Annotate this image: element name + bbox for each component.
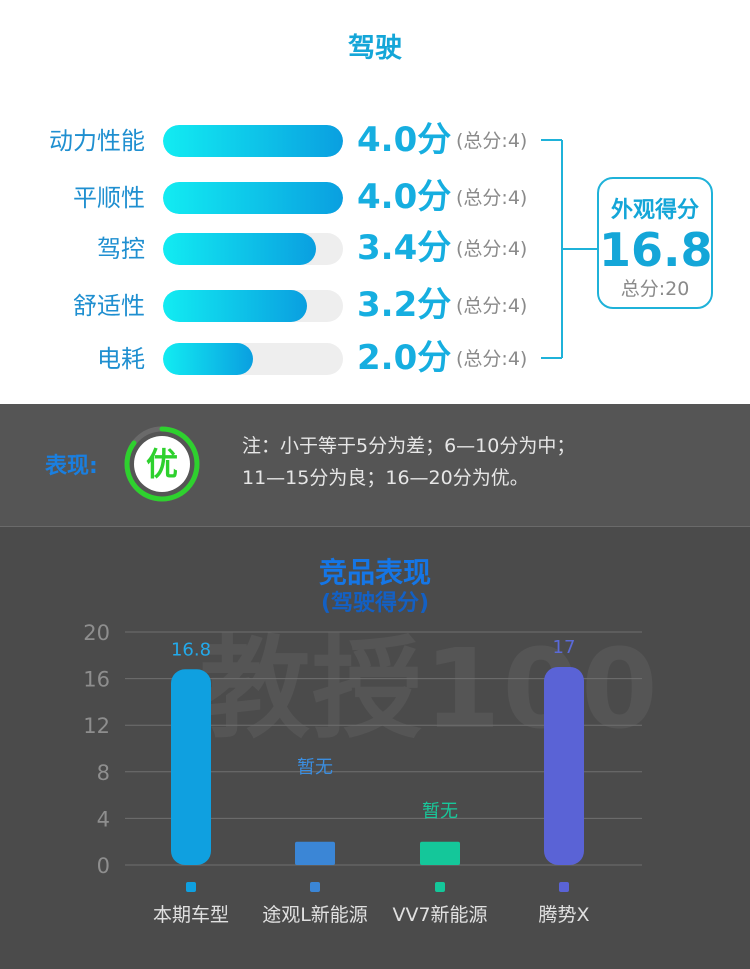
rating-score: 3.4分 [357,228,452,268]
rating-bar-fill [163,290,307,322]
rating-note: 注：小于等于5分为差；6—10分为中； 11—15分为良；16—20分为优。 [242,430,575,494]
rating-label: 平顺性 [73,184,145,212]
section-title: 驾驶 [348,33,402,64]
driving-score-panel: 驾驶 动力性能 4.0分 (总分:4) 平顺性 4.0分 (总分:4) 驾控 3.4分 (总分:… [0,0,750,404]
rating-label: 舒适性 [73,292,145,320]
rating-score: 4.0分 [357,177,452,217]
rating-note-line-1: 注：小于等于5分为差；6—10分为中； [242,435,576,457]
rating-row: 舒适性 3.2分 (总分:4) [0,285,560,325]
rating-row: 平顺性 4.0分 (总分:4) [0,177,560,217]
x-category-label: 途观L新能源 [262,904,368,926]
bar-data-label: 16.8 [171,639,211,660]
rating-bar-track [163,233,343,265]
rating-max: (总分:4) [456,130,528,152]
rating-max: (总分:4) [456,348,528,370]
total-score-label: 外观得分 [610,198,699,223]
y-tick-label: 8 [97,761,110,785]
rating-bar-fill [163,125,343,157]
chart-subtitle: (驾驶得分) [320,591,430,616]
rating-bar-track [163,343,343,375]
legend-marker [186,882,196,892]
y-tick-label: 16 [83,668,110,692]
legend-marker [435,882,445,892]
bar [420,841,460,865]
bar-data-label: 暂无 [422,801,458,822]
rating-score: 2.0分 [357,338,452,378]
x-category-label: 本期车型 [153,904,229,926]
total-score-max: 总分:20 [620,278,690,300]
rating-bar-track [163,125,343,157]
y-tick-label: 20 [83,621,110,645]
y-tick-label: 0 [97,854,110,878]
rating-label: 驾控 [97,235,145,263]
performance-panel: 表现: 优 注：小于等于5分为差；6—10分为中； 11—15分为良；16—20… [0,404,750,526]
rating-max: (总分:4) [456,295,528,317]
bar [544,666,584,865]
rating-bar-fill [163,343,253,375]
rating-bar-track [163,290,343,322]
performance-label: 表现: [45,454,98,479]
badge-text: 优 [146,445,178,483]
divider [0,526,750,527]
rating-score: 3.2分 [357,285,452,325]
badge-ring [124,426,200,502]
bar [295,841,335,865]
rating-row: 动力性能 4.0分 (总分:4) [0,120,560,160]
rating-score: 4.0分 [357,120,452,160]
total-score-card: 外观得分 16.8 总分:20 [597,177,713,309]
y-tick-label: 4 [97,807,110,831]
y-tick-label: 12 [83,714,110,738]
rating-max: (总分:4) [456,238,528,260]
rating-label: 电耗 [97,345,145,373]
x-category-label: 腾势X [538,904,589,926]
chart-title: 竞品表现 [318,556,431,589]
bar-data-label: 暂无 [297,757,333,778]
competitor-chart-panel: 教授100 竞品表现 (驾驶得分) 0 4 8 12 16 20 16.8 本期车型 暂无 途观L… [0,527,750,969]
rating-bar-fill [163,233,316,265]
rating-bar-fill [163,182,343,214]
rating-max: (总分:4) [456,187,528,209]
rating-row: 电耗 2.0分 (总分:4) [0,338,560,378]
rating-badge: 优 [124,426,200,502]
legend-marker [310,882,320,892]
bar-data-label: 17 [553,637,576,658]
rating-note-line-2: 11—15分为良；16—20分为优。 [242,467,529,489]
total-score-value: 16.8 [599,223,713,277]
rating-bar-track [163,182,343,214]
rating-row: 驾控 3.4分 (总分:4) [0,228,560,268]
x-category-label: VV7新能源 [392,904,487,926]
bracket-connector [541,139,597,359]
bar [171,669,211,865]
rating-label: 动力性能 [49,127,145,155]
legend-marker [559,882,569,892]
